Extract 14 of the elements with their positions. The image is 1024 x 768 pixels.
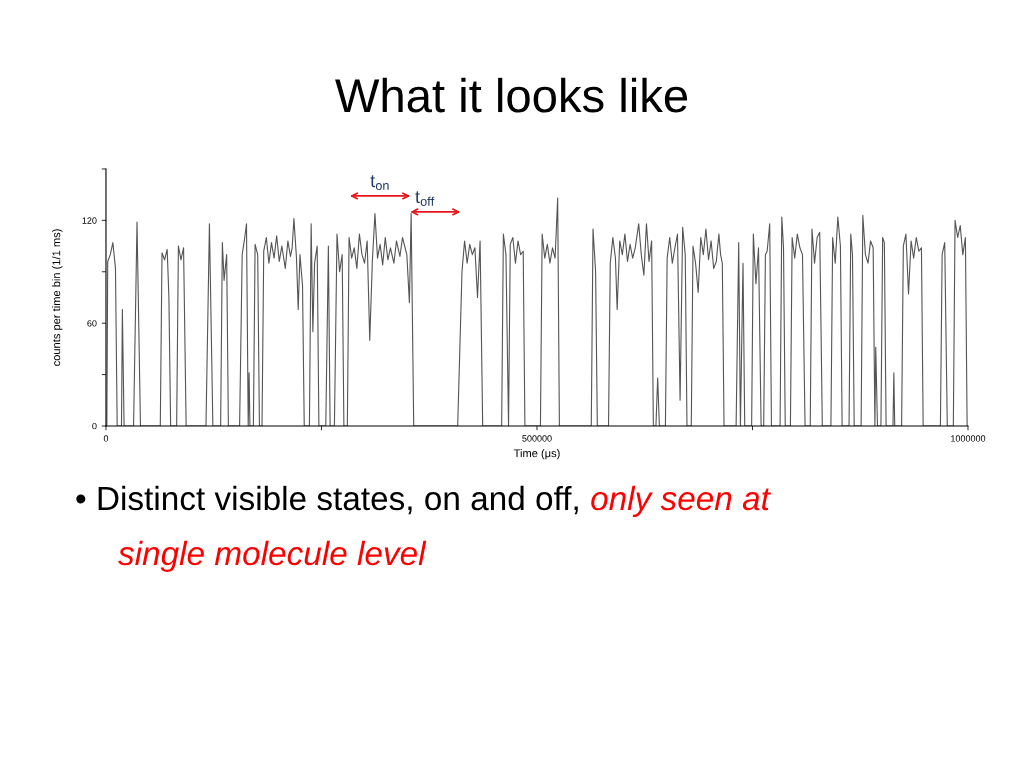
y-tick-label: 120 [82, 217, 97, 224]
chart-title: What it looks like [335, 77, 688, 113]
x-tick-label: 1000000 [951, 435, 986, 442]
text: • Distinct visible states, on and off, [76, 485, 578, 515]
annotation: t$_{off}$ [415, 191, 435, 206]
y-tick-label: 60 [87, 320, 97, 327]
y-axis-title: counts per time bin (1/1 ms) [52, 229, 63, 366]
x-tick-label: 0 [103, 435, 109, 442]
y-tick-label: 0 [92, 422, 97, 430]
annotation: t$_{on}$ [370, 175, 389, 190]
text: only seen at [591, 485, 772, 517]
x-tick-label: 500000 [522, 435, 552, 442]
x-axis-title: Time (μs) [513, 449, 560, 460]
text: single molecule level [118, 540, 427, 572]
